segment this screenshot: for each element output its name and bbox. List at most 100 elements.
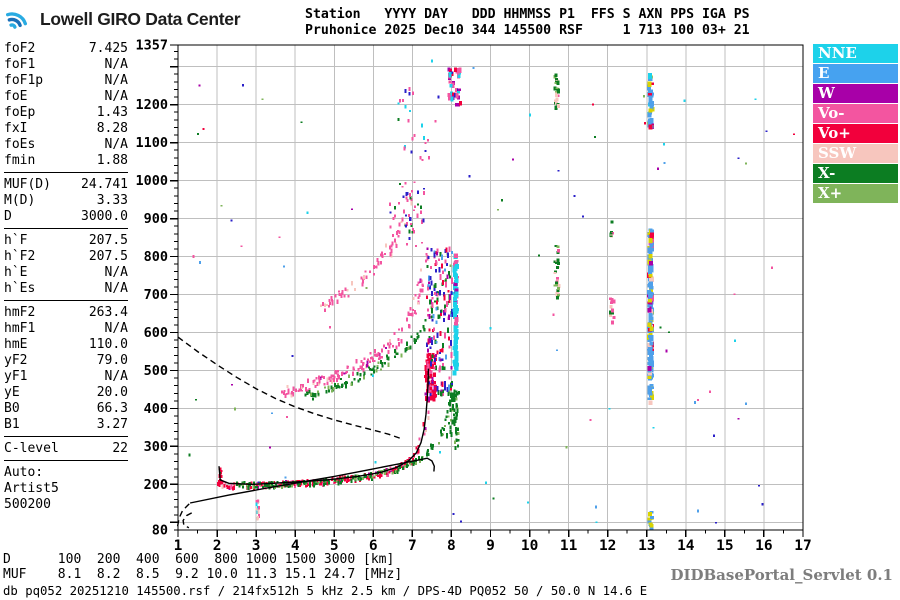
x-tick-label: 2 (213, 538, 222, 554)
y-tick-label: 1100 (135, 135, 168, 151)
param-row-yf2: yF2 79.0 (4, 353, 128, 369)
param-value: 22 (112, 441, 128, 456)
param-value: 207.5 (88, 233, 128, 248)
param-row-hf2: h`F2 207.5 (4, 249, 128, 265)
param-row-d: D 3000.0 (4, 209, 128, 225)
param-value: N/A (104, 321, 128, 336)
legend-item-nne: NNE (813, 44, 898, 63)
param-value: 263.4 (88, 305, 128, 320)
plot-grid (178, 45, 803, 530)
param-row-b1: B1 3.27 (4, 417, 128, 433)
plot-axes (170, 44, 804, 537)
param-value: 110.0 (88, 337, 128, 352)
y-tick-label: 600 (144, 325, 168, 341)
param-label: B0 (4, 401, 20, 416)
param-value: 20.0 (96, 385, 128, 400)
param-separator (4, 460, 128, 461)
measurement-info-line: db pq052 20251210 145500.rsf / 214fx512h… (3, 584, 648, 598)
x-tick-label: 10 (521, 538, 538, 554)
param-row-foe: foE N/A (4, 89, 128, 105)
legend-item-w: W (813, 84, 898, 103)
x-tick-label: 7 (408, 538, 417, 554)
param-row-he: h`E N/A (4, 265, 128, 281)
param-row-foep: foEp 1.43 (4, 105, 128, 121)
param-label: fxI (4, 121, 28, 136)
param-label: yF2 (4, 353, 28, 368)
param-value: 1.43 (96, 105, 128, 120)
x-tick-label: 12 (599, 538, 616, 554)
param-row-clevel: C-level 22 (4, 441, 128, 457)
x-tick-label: 11 (560, 538, 578, 554)
param-value: N/A (104, 281, 128, 296)
param-value: 8.28 (96, 121, 128, 136)
param-value: 3.27 (96, 417, 128, 432)
param-row-hes: h`Es N/A (4, 281, 128, 297)
true-height-profile (189, 457, 436, 504)
y-tick-label: 400 (144, 401, 168, 417)
fitted-trace (218, 368, 430, 486)
param-value: 207.5 (88, 249, 128, 264)
station-header-values: Pruhonice 2025 Dec10 344 145500 RSF 1 71… (305, 22, 750, 38)
autoscaling-info-line: 500200 (4, 497, 51, 512)
legend-item-e: E (813, 64, 898, 83)
param-label: hmF1 (4, 321, 36, 336)
param-label: fmin (4, 153, 36, 168)
autoscaling-info-line: Artist5 (4, 481, 59, 496)
logo: Lowell GIRO Data Center (6, 5, 241, 33)
param-row-foes: foEs N/A (4, 137, 128, 153)
parameter-panel: foF2 7.425 foF1 N/A foF1p N/A foE N/A foEp 1.43 fx… (4, 41, 128, 513)
y-tick-label: 500 (144, 363, 168, 379)
param-row-fof1p: foF1p N/A (4, 73, 128, 89)
param-value: 1.88 (96, 153, 128, 168)
param-row-fof1: foF1 N/A (4, 57, 128, 73)
param-label: M(D) (4, 193, 36, 208)
param-separator (4, 228, 128, 229)
legend-item-vo: Vo+ (813, 124, 898, 143)
axis-labels: 1357120011001000900800700600500400300200… (135, 38, 811, 555)
x-tick-label: 9 (486, 538, 495, 554)
profile-hook-dashed (182, 512, 193, 529)
y-tick-label: 900 (144, 211, 168, 227)
param-label: foF2 (4, 41, 36, 56)
param-row-yf1: yF1 N/A (4, 369, 128, 385)
x-tick-label: 5 (330, 538, 339, 554)
param-value: 24.741 (81, 177, 128, 192)
x-tick-label: 8 (447, 538, 456, 554)
x-tick-label: 16 (755, 538, 772, 554)
param-value: N/A (104, 265, 128, 280)
legend-item-x: X+ (813, 184, 898, 203)
legend-item-ssw: SSW (813, 144, 898, 163)
param-label: B1 (4, 417, 20, 432)
distance-row: D 100 200 400 600 800 1000 1500 3000 [km… (3, 552, 395, 567)
legend-item-vo: Vo- (813, 104, 898, 123)
param-label: hmF2 (4, 305, 36, 320)
param-value: 79.0 (96, 353, 128, 368)
y-tick-label: 1000 (135, 173, 168, 189)
param-label: h`E (4, 265, 28, 280)
station-header: Station YYYY DAY DDD HHMMSS P1 FFS S AXN… (305, 7, 750, 38)
param-row-hf: h`F 207.5 (4, 233, 128, 249)
param-label: foE (4, 89, 28, 104)
param-value: N/A (104, 369, 128, 384)
y-tick-label: 800 (144, 249, 168, 265)
param-label: D (4, 209, 12, 224)
param-separator (4, 300, 128, 301)
servlet-version: DIDBasePortal_Servlet 0.1 (670, 566, 893, 584)
y-tick-label: 1200 (135, 97, 168, 113)
param-value: N/A (104, 57, 128, 72)
param-label: MUF(D) (4, 177, 51, 192)
logo-text: Lowell GIRO Data Center (40, 8, 241, 29)
y-tick-label: 300 (144, 439, 168, 455)
param-value: 3.33 (96, 193, 128, 208)
param-row-fof2: foF2 7.425 (4, 41, 128, 57)
param-separator (4, 436, 128, 437)
legend-item-x: X- (813, 164, 898, 183)
param-value: N/A (104, 137, 128, 152)
autoscaling-info-line: Auto: (4, 465, 44, 480)
param-value: 3000.0 (81, 209, 128, 224)
param-row-mufd: MUF(D) 24.741 (4, 177, 128, 193)
param-row-b0: B0 66.3 (4, 401, 128, 417)
station-header-columns: Station YYYY DAY DDD HHMMSS P1 FFS S AXN… (305, 7, 750, 22)
y-tick-label: 200 (144, 477, 168, 493)
